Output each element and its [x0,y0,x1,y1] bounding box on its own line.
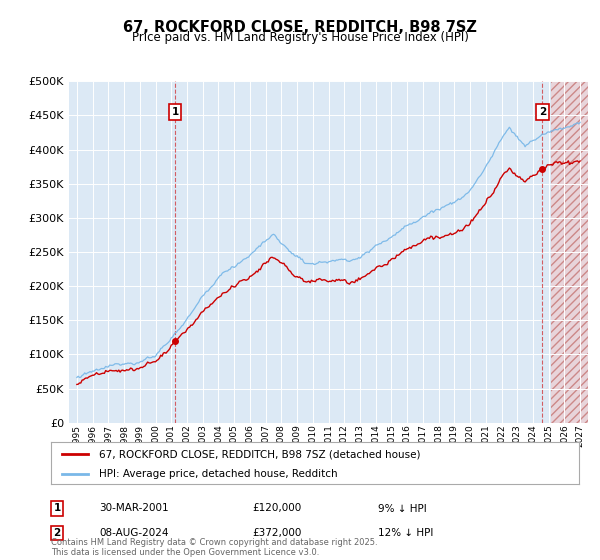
Text: 9% ↓ HPI: 9% ↓ HPI [378,503,427,514]
Text: 2: 2 [539,107,546,117]
Text: Price paid vs. HM Land Registry's House Price Index (HPI): Price paid vs. HM Land Registry's House … [131,31,469,44]
Text: 67, ROCKFORD CLOSE, REDDITCH, B98 7SZ: 67, ROCKFORD CLOSE, REDDITCH, B98 7SZ [123,20,477,35]
Text: 2: 2 [53,528,61,538]
Text: Contains HM Land Registry data © Crown copyright and database right 2025.
This d: Contains HM Land Registry data © Crown c… [51,538,377,557]
Bar [551,81,600,423]
Text: £120,000: £120,000 [252,503,301,514]
Text: 67, ROCKFORD CLOSE, REDDITCH, B98 7SZ (detached house): 67, ROCKFORD CLOSE, REDDITCH, B98 7SZ (d… [98,449,420,459]
Text: 08-AUG-2024: 08-AUG-2024 [99,528,169,538]
Text: £372,000: £372,000 [252,528,301,538]
Text: 1: 1 [172,107,179,117]
Text: 1: 1 [53,503,61,514]
Text: HPI: Average price, detached house, Redditch: HPI: Average price, detached house, Redd… [98,469,337,479]
Bar [551,81,600,423]
Text: 12% ↓ HPI: 12% ↓ HPI [378,528,433,538]
Text: 30-MAR-2001: 30-MAR-2001 [99,503,169,514]
